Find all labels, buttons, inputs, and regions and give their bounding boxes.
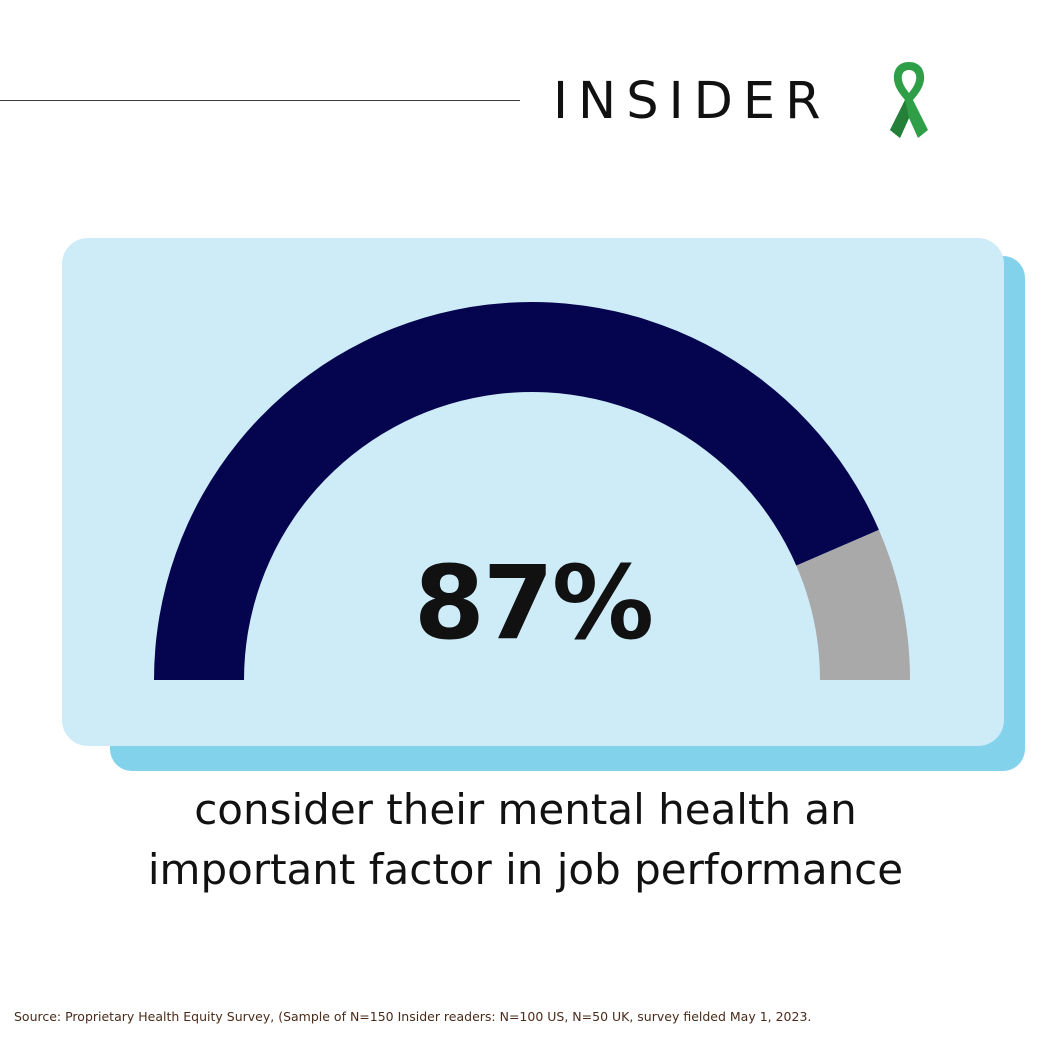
header-divider bbox=[0, 100, 520, 101]
insider-logo: INSIDER bbox=[553, 66, 831, 136]
gauge-value-label: 87% bbox=[413, 544, 654, 663]
caption-line-1: consider their mental health an bbox=[194, 785, 857, 834]
caption-line-2: important factor in job performance bbox=[147, 845, 904, 894]
source-note: Source: Proprietary Health Equity Survey… bbox=[14, 1009, 812, 1024]
gauge-filled-arc bbox=[154, 302, 879, 680]
gauge-caption: consider their mental health an importan… bbox=[0, 780, 1051, 900]
green-awareness-ribbon-icon bbox=[890, 62, 928, 138]
brand-name: INSIDER bbox=[553, 71, 831, 131]
gauge-remainder-arc bbox=[796, 529, 910, 680]
